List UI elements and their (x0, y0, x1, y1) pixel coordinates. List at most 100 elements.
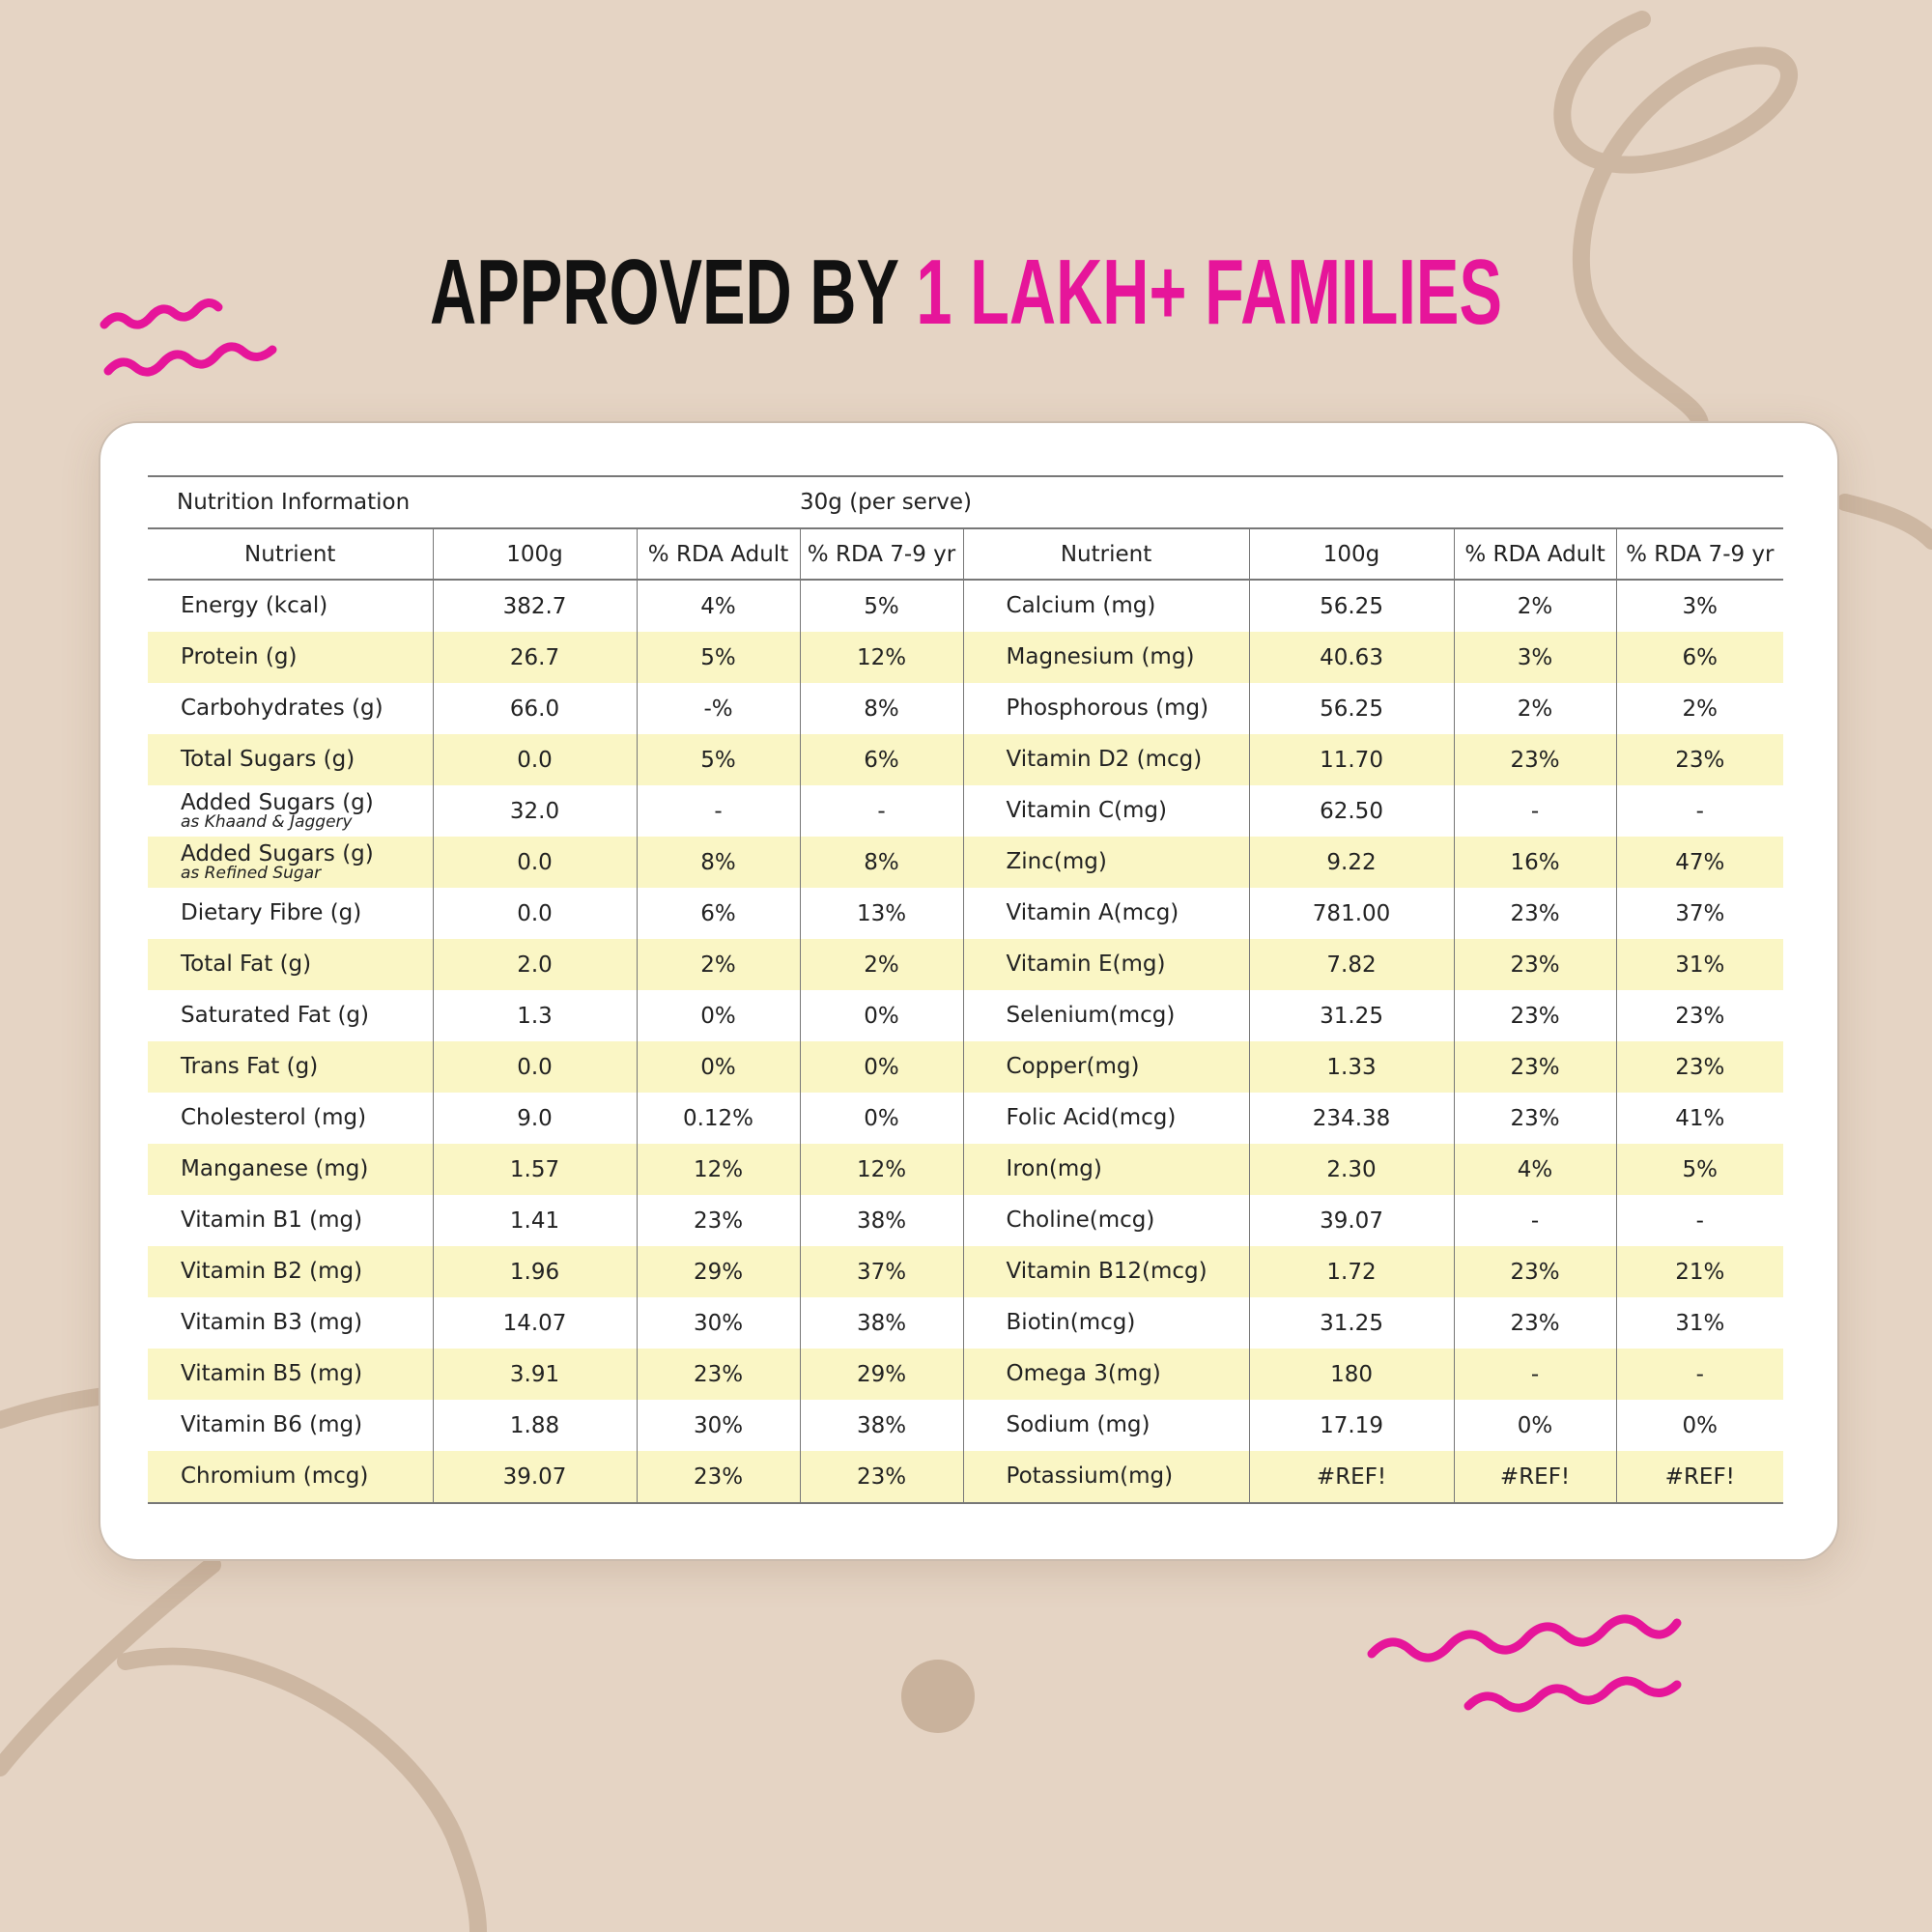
value-cell: 23% (1453, 734, 1617, 785)
nutrient-cell: Vitamin B2 (mg) (148, 1246, 433, 1297)
nutrient-cell: Vitamin B1 (mg) (148, 1195, 433, 1246)
nutrient-cell: Vitamin B3 (mg) (148, 1297, 433, 1349)
table-row: Added Sugars (g) as Refined Sugar 0.0 8% 8% Z… (148, 837, 1784, 888)
nutrient-name: Cholesterol (mg) (181, 1105, 367, 1131)
value-cell: 32.0 (432, 785, 637, 837)
value-cell: 5% (1615, 1144, 1784, 1195)
value-cell: 41% (1615, 1093, 1784, 1144)
value-cell: 31.25 (1248, 990, 1455, 1041)
nutrient-name: Added Sugars (g) (181, 840, 374, 867)
nutrient-cell: Total Sugars (g) (148, 734, 433, 785)
nutrient-cell: Iron(mg) (962, 1144, 1250, 1195)
value-cell: 2% (1453, 683, 1617, 734)
value-cell: - (799, 785, 964, 837)
nutrient-cell: Vitamin E(mg) (962, 939, 1250, 990)
table-row: Carbohydrates (g) 66.0 -% 8% Phosphorous (mg… (148, 683, 1784, 734)
value-cell: 37% (1615, 888, 1784, 939)
value-cell: 23% (1615, 734, 1784, 785)
value-cell: 1.41 (432, 1195, 637, 1246)
table-row: Added Sugars (g) as Khaand & Jaggery 32.0 -… (148, 785, 1784, 837)
nutrient-name: Biotin(mcg) (1006, 1310, 1136, 1336)
value-cell: 0% (799, 1093, 964, 1144)
table-row: Protein (g) 26.7 5% 12% Magnesium (mg) 40.63 3… (148, 632, 1784, 683)
nutrient-name: Trans Fat (g) (181, 1054, 319, 1080)
value-cell: - (1615, 1349, 1784, 1400)
value-cell: 12% (799, 632, 964, 683)
value-cell: 5% (636, 734, 801, 785)
table-body: Nutrition Information 30g (per serve) Nu… (148, 475, 1784, 1504)
value-cell: 6% (799, 734, 964, 785)
value-cell: 39.07 (432, 1451, 637, 1504)
nutrient-name: Magnesium (mg) (1006, 644, 1195, 670)
value-cell: 11.70 (1248, 734, 1455, 785)
value-cell: 4% (1453, 1144, 1617, 1195)
value-cell: 56.25 (1248, 580, 1455, 632)
title-lead: APPROVED BY (430, 241, 898, 344)
value-cell: 16% (1453, 837, 1617, 888)
value-cell: 1.96 (432, 1246, 637, 1297)
title-text: APPROVED BY 1 LAKH+ FAMILIES (430, 241, 1502, 344)
value-cell: - (1453, 1195, 1617, 1246)
value-cell: 2% (636, 939, 801, 990)
value-cell: 30% (636, 1297, 801, 1349)
value-cell: 1.3 (432, 990, 637, 1041)
nutrient-cell: Choline(mcg) (962, 1195, 1250, 1246)
nutrient-cell: Vitamin D2 (mcg) (962, 734, 1250, 785)
value-cell: 23% (1453, 1041, 1617, 1093)
value-cell: 38% (799, 1400, 964, 1451)
nutrient-name: Choline(mcg) (1006, 1208, 1155, 1234)
nutrient-cell: Dietary Fibre (g) (148, 888, 433, 939)
nutrient-name: Total Sugars (g) (181, 747, 355, 773)
column-header: % RDA Adult (1453, 528, 1617, 581)
value-cell: 56.25 (1248, 683, 1455, 734)
nutrient-name: Protein (g) (181, 644, 298, 670)
title: APPROVED BY 1 LAKH+ FAMILIES (430, 241, 1502, 344)
nutrient-name: Vitamin B1 (mg) (181, 1208, 363, 1234)
nutrient-cell: Folic Acid(mcg) (962, 1093, 1250, 1144)
table-row: Vitamin B3 (mg) 14.07 30% 38% Biotin(mcg) 31.… (148, 1297, 1784, 1349)
nutrient-cell: Phosphorous (mg) (962, 683, 1250, 734)
nutrient-cell: Vitamin C(mg) (962, 785, 1250, 837)
nutrient-name: Vitamin D2 (mcg) (1006, 747, 1203, 773)
table-row: Chromium (mcg) 39.07 23% 23% Potassium(mg) #R… (148, 1451, 1784, 1504)
nutrient-cell: Omega 3(mg) (962, 1349, 1250, 1400)
nutrient-cell: Chromium (mcg) (148, 1451, 433, 1504)
value-cell: 0.0 (432, 888, 637, 939)
value-cell: 9.22 (1248, 837, 1455, 888)
nutrient-name: Saturated Fat (g) (181, 1003, 370, 1029)
value-cell: 8% (799, 837, 964, 888)
nutrient-cell: Vitamin A(mcg) (962, 888, 1250, 939)
nutrient-cell: Protein (g) (148, 632, 433, 683)
value-cell: 23% (1453, 888, 1617, 939)
value-cell: 2.30 (1248, 1144, 1455, 1195)
nutrient-name: Energy (kcal) (181, 593, 328, 619)
column-header: Nutrient (962, 528, 1250, 581)
nutrient-name: Vitamin B3 (mg) (181, 1310, 363, 1336)
nutrient-name: Vitamin E(mg) (1006, 952, 1166, 978)
nutrient-cell: Magnesium (mg) (962, 632, 1250, 683)
column-header: % RDA 7-9 yr (1615, 528, 1784, 581)
value-cell: 23% (636, 1195, 801, 1246)
nutrient-cell: Sodium (mg) (962, 1400, 1250, 1451)
value-cell: 0.12% (636, 1093, 801, 1144)
nutrient-cell: Zinc(mg) (962, 837, 1250, 888)
nutrient-cell: Energy (kcal) (148, 580, 433, 632)
spacer (1454, 475, 1784, 529)
nutrient-cell: Trans Fat (g) (148, 1041, 433, 1093)
nutrient-cell: Added Sugars (g) as Khaand & Jaggery (148, 785, 433, 837)
value-cell: 6% (636, 888, 801, 939)
value-cell: 2% (1615, 683, 1784, 734)
value-cell: 0.0 (432, 1041, 637, 1093)
value-cell: 26.7 (432, 632, 637, 683)
nutrient-name: Sodium (mg) (1006, 1412, 1151, 1438)
value-cell: 38% (799, 1195, 964, 1246)
nutrient-name: Carbohydrates (g) (181, 696, 384, 722)
nutrient-name: Manganese (mg) (181, 1156, 369, 1182)
value-cell: 30% (636, 1400, 801, 1451)
serving: 30g (per serve) (800, 475, 1455, 529)
table-row: Cholesterol (mg) 9.0 0.12% 0% Folic Acid(mcg… (148, 1093, 1784, 1144)
value-cell: 13% (799, 888, 964, 939)
nutrient-name: Omega 3(mg) (1006, 1361, 1161, 1387)
nutrition-table: Nutrition Information 30g (per serve) Nu… (148, 475, 1784, 1504)
nutrient-name: Selenium(mcg) (1006, 1003, 1176, 1029)
